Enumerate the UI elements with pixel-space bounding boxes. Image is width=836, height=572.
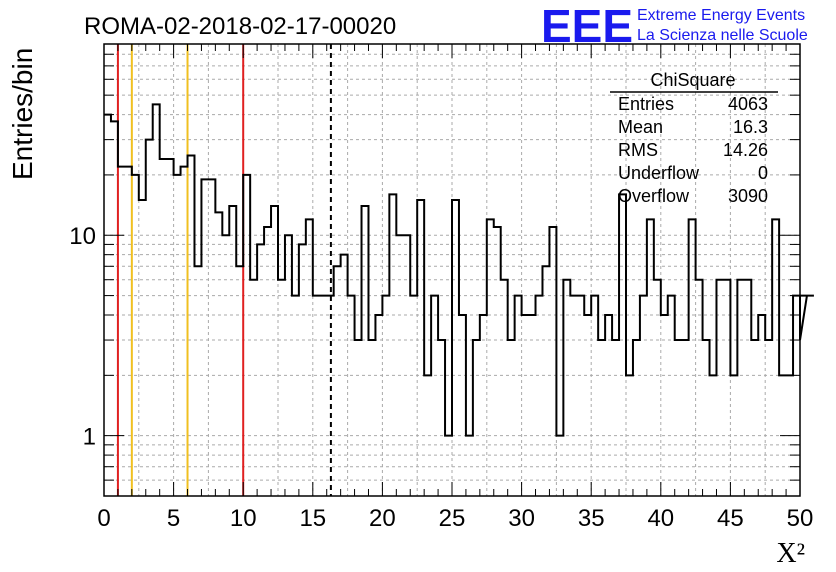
- stats-title: ChiSquare: [650, 70, 735, 90]
- y-tick-label: 1: [83, 424, 96, 451]
- histogram-line: [104, 103, 814, 437]
- x-axis-label: X²: [776, 538, 805, 569]
- x-tick-label: 50: [787, 505, 814, 532]
- stats-box: ChiSquare Entries 4063 Mean 16.3 RMS 14.26 Und…: [610, 70, 778, 206]
- stats-value: 4063: [728, 94, 768, 114]
- logo-line-1: Extreme Energy Events: [637, 7, 805, 24]
- x-tick-label: 35: [578, 505, 605, 532]
- x-tick-label: 15: [299, 505, 326, 532]
- x-tick-label: 20: [369, 505, 396, 532]
- stats-label: Entries: [618, 94, 674, 114]
- stats-label: Mean: [618, 117, 663, 137]
- stats-value: 14.26: [723, 140, 768, 160]
- y-tick-label: 10: [69, 223, 96, 250]
- stats-label: RMS: [618, 140, 658, 160]
- x-tick-label: 40: [647, 505, 674, 532]
- x-tick-label: 45: [717, 505, 744, 532]
- stats-value: 0: [758, 163, 768, 183]
- stats-label: Underflow: [618, 163, 700, 183]
- stats-label: Overflow: [618, 186, 690, 206]
- x-tick-label: 0: [97, 505, 110, 532]
- x-tick-label: 10: [230, 505, 257, 532]
- stats-value: 3090: [728, 186, 768, 206]
- axes: [103, 43, 801, 497]
- reference-lines: [116, 44, 332, 496]
- x-tick-label: 25: [439, 505, 466, 532]
- y-axis-label: Entries/bin: [7, 48, 38, 180]
- x-tick-label: 5: [167, 505, 180, 532]
- stats-value: 16.3: [733, 117, 768, 137]
- logo-line-2: La Scienza nelle Scuole: [637, 27, 808, 44]
- tick-labels: 0 5 10 15 20 25 30 35 40 45 50 1 10: [69, 223, 813, 532]
- x-tick-label: 30: [508, 505, 535, 532]
- run-title: ROMA-02-2018-02-17-00020: [84, 13, 396, 40]
